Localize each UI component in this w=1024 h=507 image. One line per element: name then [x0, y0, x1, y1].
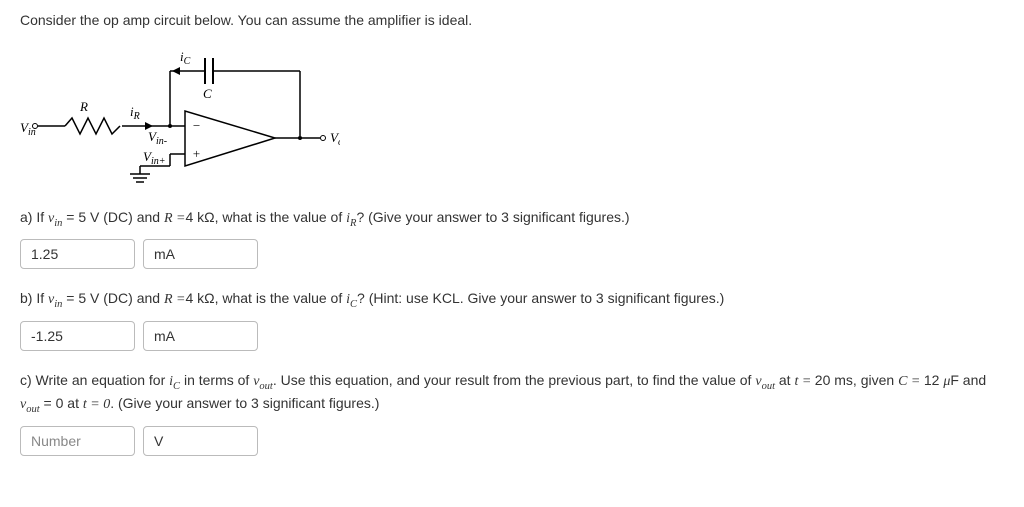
circuit-diagram: Vin R iR Vin- iC C − + Vin+ Vout	[20, 36, 340, 196]
qc-prefix: c) Write an equation for	[20, 372, 169, 388]
question-c: c) Write an equation for iC in terms of …	[20, 371, 1004, 456]
qb-suffix: ? (Hint: use KCL. Give your answer to 3 …	[357, 290, 724, 306]
svg-text:−: −	[192, 118, 201, 133]
qc-eq0: = 0	[40, 395, 64, 411]
question-b: b) If vin = 5 V (DC) and R =4 kΩ, what i…	[20, 289, 1004, 350]
qa-answer-input[interactable]	[20, 239, 135, 269]
qb-unit-box[interactable]: mA	[143, 321, 258, 351]
svg-text:Vin+: Vin+	[143, 149, 165, 167]
question-a-text: a) If vin = 5 V (DC) and R =4 kΩ, what i…	[20, 208, 1004, 231]
svg-text:C: C	[203, 86, 212, 101]
qb-mid2: 4 kΩ, what is the value of	[185, 290, 346, 306]
qc-suffix: . (Give your answer to 3 significant fig…	[110, 395, 379, 411]
qb-iC-sub: C	[350, 299, 357, 310]
qc-Cval: 12	[924, 372, 943, 388]
qc-vout-sub: out	[259, 381, 272, 392]
svg-text:iR: iR	[130, 104, 140, 122]
qc-t0: t = 0	[83, 397, 110, 412]
qc-tval: 20 ms, given	[815, 372, 898, 388]
svg-text:Vin: Vin	[20, 120, 36, 138]
qc-at: at	[63, 395, 82, 411]
qb-answer-input[interactable]	[20, 321, 135, 351]
qc-t: t =	[794, 374, 814, 389]
qa-suffix: ? (Give your answer to 3 significant fig…	[356, 209, 629, 225]
qb-prefix: b) If	[20, 290, 48, 306]
qa-mid1: = 5 V (DC) and	[62, 209, 164, 225]
qc-Fand: F and	[950, 372, 986, 388]
qc-input-row: V	[20, 426, 1004, 456]
qc-answer-input[interactable]	[20, 426, 135, 456]
qb-R: R =	[164, 292, 186, 307]
qc-C: C =	[898, 374, 924, 389]
qc-unit-box[interactable]: V	[143, 426, 258, 456]
qa-R: R =	[164, 211, 186, 226]
question-a: a) If vin = 5 V (DC) and R =4 kΩ, what i…	[20, 208, 1004, 269]
qb-mid1: = 5 V (DC) and	[62, 290, 164, 306]
qa-mid2: 4 kΩ, what is the value of	[185, 209, 346, 225]
qc-mid2: . Use this equation, and your result fro…	[273, 372, 756, 388]
question-b-text: b) If vin = 5 V (DC) and R =4 kΩ, what i…	[20, 289, 1004, 312]
qc-iC-sub: C	[173, 381, 180, 392]
question-c-text: c) Write an equation for iC in terms of …	[20, 371, 1004, 418]
svg-text:iC: iC	[180, 49, 191, 67]
qc-vout2-sub: out	[762, 381, 775, 392]
svg-text:Vin-: Vin-	[148, 129, 167, 147]
svg-text:R: R	[79, 99, 88, 114]
qc-vout3-sub: out	[26, 404, 39, 415]
qa-prefix: a) If	[20, 209, 48, 225]
qa-input-row: mA	[20, 239, 1004, 269]
intro-text: Consider the op amp circuit below. You c…	[20, 12, 1004, 28]
qb-input-row: mA	[20, 321, 1004, 351]
qc-mid1: in terms of	[180, 372, 253, 388]
qa-unit-box[interactable]: mA	[143, 239, 258, 269]
qc-mid3: at	[775, 372, 794, 388]
svg-text:+: +	[192, 146, 201, 161]
svg-text:Vout: Vout	[330, 130, 340, 148]
